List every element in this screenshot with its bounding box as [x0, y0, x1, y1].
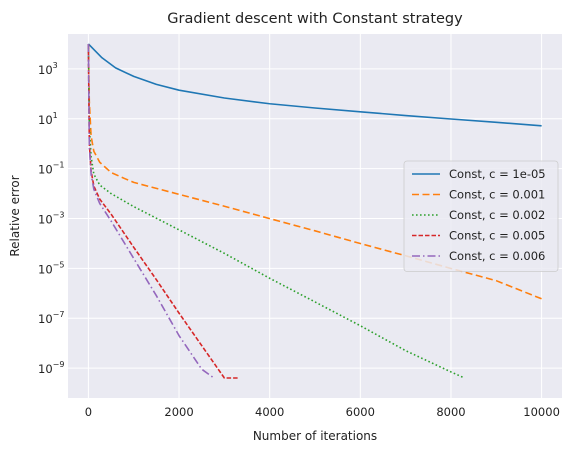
- x-tick-label: 0: [85, 405, 92, 419]
- legend-label-3: Const, c = 0.002: [449, 208, 545, 222]
- chart-title: Gradient descent with Constant strategy: [167, 11, 463, 27]
- legend-box: [403, 160, 559, 272]
- legend: Const, c = 1e-05 Const, c = 0.001 Const, c…: [403, 160, 559, 272]
- legend-label-2: Const, c = 0.001: [449, 188, 545, 202]
- y-tick-label: 103: [38, 61, 58, 77]
- y-tick-label: 10−1: [38, 161, 64, 177]
- y-tick-label: 10−5: [38, 260, 64, 276]
- series-line-4: [87, 43, 239, 379]
- series-line-5: [87, 43, 215, 379]
- y-tick-label: 10−3: [38, 210, 64, 226]
- x-tick-label: 2000: [164, 405, 193, 419]
- x-tick-label: 10000: [523, 405, 560, 419]
- y-tick-label: 10−9: [38, 360, 64, 376]
- y-axis-label: Relative error: [8, 175, 22, 256]
- x-axis-label: Number of iterations: [253, 429, 377, 443]
- x-tick-label: 4000: [255, 405, 284, 419]
- x-tick-label: 8000: [436, 405, 465, 419]
- y-tick-label: 101: [38, 111, 58, 127]
- legend-label-1: Const, c = 1e-05: [449, 167, 546, 181]
- y-axis-ticks: 10−9 10−7 10−5 10−3 10−1 101 103: [38, 61, 64, 376]
- legend-label-4: Const, c = 0.005: [449, 229, 545, 243]
- x-tick-label: 6000: [346, 405, 375, 419]
- y-tick-label: 10−7: [38, 310, 64, 326]
- legend-label-5: Const, c = 0.006: [449, 249, 545, 263]
- series-line-1: [87, 43, 542, 127]
- x-axis-ticks: 0 2000 4000 6000 8000 10000: [85, 405, 560, 419]
